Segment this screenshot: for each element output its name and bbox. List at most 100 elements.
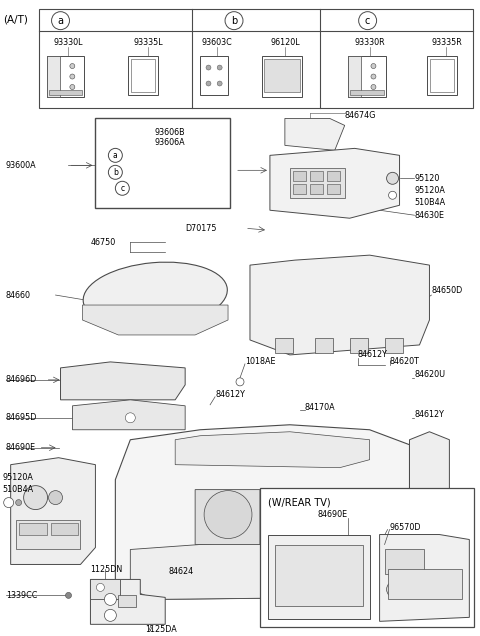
Text: 84624: 84624 xyxy=(439,545,465,554)
Bar xyxy=(262,55,302,97)
Text: 84612Y: 84612Y xyxy=(415,410,444,419)
Polygon shape xyxy=(250,255,430,355)
Text: 84624: 84624 xyxy=(168,567,193,576)
Circle shape xyxy=(236,378,244,386)
Bar xyxy=(310,184,323,194)
Bar xyxy=(16,520,81,550)
Text: 93330L: 93330L xyxy=(54,38,83,47)
Text: 95120: 95120 xyxy=(415,174,440,183)
Bar xyxy=(264,59,300,92)
Circle shape xyxy=(371,85,376,90)
Polygon shape xyxy=(90,579,165,625)
Bar xyxy=(350,338,368,353)
Bar xyxy=(290,169,345,198)
Bar xyxy=(428,55,457,95)
Text: 1125DN: 1125DN xyxy=(90,565,123,574)
Text: 84170A: 84170A xyxy=(305,403,336,412)
Bar xyxy=(350,90,384,95)
Text: 84620U: 84620U xyxy=(415,370,445,380)
Circle shape xyxy=(108,165,122,179)
Bar xyxy=(275,338,293,353)
Circle shape xyxy=(386,172,398,184)
Polygon shape xyxy=(11,458,96,565)
Circle shape xyxy=(403,513,408,518)
Text: 93335R: 93335R xyxy=(431,38,462,47)
Bar xyxy=(19,523,47,534)
Text: (A/T): (A/T) xyxy=(3,15,27,25)
Circle shape xyxy=(51,11,70,30)
Circle shape xyxy=(125,413,135,423)
Text: (W/REAR TV): (W/REAR TV) xyxy=(268,497,331,508)
Polygon shape xyxy=(83,305,228,335)
Circle shape xyxy=(225,11,243,30)
Polygon shape xyxy=(268,534,370,619)
Text: 510B4A: 510B4A xyxy=(415,198,445,207)
Text: 95120A: 95120A xyxy=(3,473,34,482)
Circle shape xyxy=(104,609,116,621)
Text: 1339CC: 1339CC xyxy=(6,591,37,600)
Circle shape xyxy=(410,499,417,504)
Circle shape xyxy=(436,581,452,597)
Text: 84690E: 84690E xyxy=(318,510,348,519)
Ellipse shape xyxy=(83,262,228,328)
Bar xyxy=(310,171,323,181)
Text: 96570D: 96570D xyxy=(390,523,421,532)
Text: 46750: 46750 xyxy=(90,238,116,247)
Text: 84695D: 84695D xyxy=(6,413,37,422)
Polygon shape xyxy=(409,432,449,555)
Text: 510B4A: 510B4A xyxy=(3,485,34,494)
Circle shape xyxy=(48,490,62,504)
Polygon shape xyxy=(175,432,370,467)
Bar xyxy=(384,338,403,353)
Text: 84650D: 84650D xyxy=(432,286,463,294)
Bar xyxy=(348,55,361,97)
Bar xyxy=(293,184,306,194)
Text: 96571: 96571 xyxy=(278,545,303,554)
Polygon shape xyxy=(270,148,399,218)
Bar xyxy=(384,550,424,574)
Circle shape xyxy=(217,65,222,70)
Circle shape xyxy=(108,148,122,162)
Text: 96120L: 96120L xyxy=(270,38,300,47)
Circle shape xyxy=(115,181,129,195)
Text: 93335L: 93335L xyxy=(133,38,163,47)
Text: 1018AE: 1018AE xyxy=(245,357,276,366)
Text: 84612Y: 84612Y xyxy=(420,509,449,518)
Bar xyxy=(387,569,462,599)
Text: D70175: D70175 xyxy=(185,224,216,233)
Text: a: a xyxy=(113,151,118,160)
Polygon shape xyxy=(115,425,409,599)
Circle shape xyxy=(371,64,376,69)
Text: 84630E: 84630E xyxy=(415,211,444,219)
Circle shape xyxy=(425,536,433,544)
Circle shape xyxy=(206,81,211,86)
Circle shape xyxy=(96,583,104,591)
Circle shape xyxy=(371,74,376,79)
Polygon shape xyxy=(130,544,370,599)
Circle shape xyxy=(217,81,222,86)
Bar xyxy=(47,55,60,97)
Text: c: c xyxy=(120,184,124,193)
Bar xyxy=(47,55,84,97)
Polygon shape xyxy=(380,534,469,621)
Polygon shape xyxy=(72,400,185,430)
Polygon shape xyxy=(90,579,120,599)
Text: b: b xyxy=(231,16,237,25)
Bar xyxy=(128,55,158,95)
Circle shape xyxy=(70,64,75,69)
Bar xyxy=(348,55,385,97)
Text: 95120A: 95120A xyxy=(415,186,445,195)
Text: 1125DA: 1125DA xyxy=(145,625,177,634)
Circle shape xyxy=(389,191,396,199)
Text: c: c xyxy=(365,16,370,25)
Circle shape xyxy=(65,592,72,598)
Polygon shape xyxy=(60,362,185,400)
Polygon shape xyxy=(270,490,340,548)
Text: b: b xyxy=(113,168,118,177)
Circle shape xyxy=(104,593,116,605)
Bar xyxy=(275,544,363,606)
Polygon shape xyxy=(285,118,345,150)
Text: 93603C: 93603C xyxy=(202,38,232,47)
Circle shape xyxy=(204,490,252,539)
Text: 84696D: 84696D xyxy=(6,375,37,384)
